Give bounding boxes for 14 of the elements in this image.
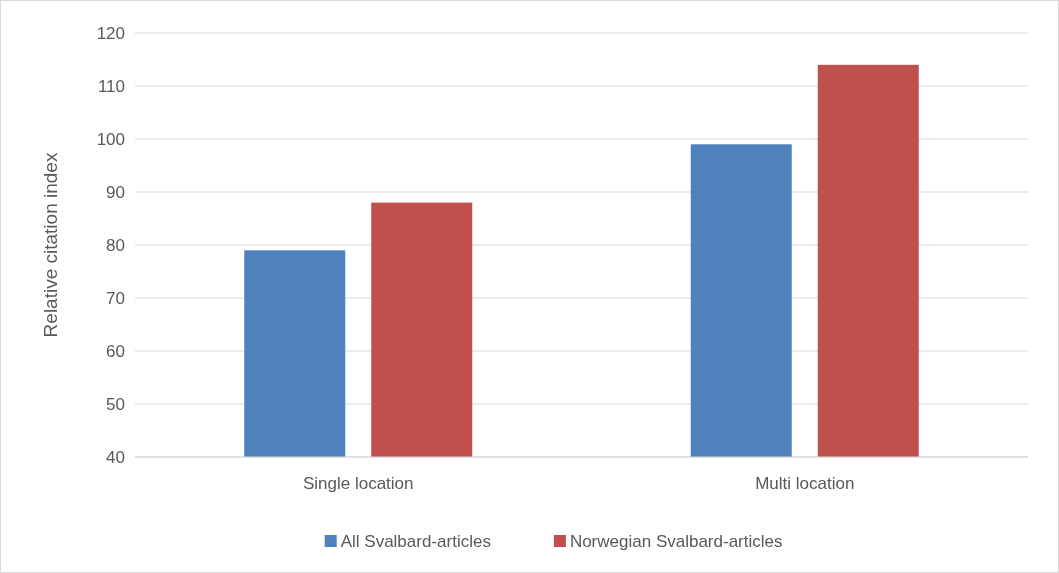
y-tick-label: 100: [96, 129, 125, 149]
legend-label: All Svalbard-articles: [340, 531, 491, 551]
x-tick-label: Multi location: [755, 474, 855, 493]
y-tick-label: 40: [106, 447, 125, 467]
y-axis-title: Relative citation index: [40, 152, 61, 338]
legend-label: Norwegian Svalbard-articles: [569, 531, 783, 551]
y-tick-label: 60: [106, 341, 125, 361]
y-tick-label: 50: [106, 394, 125, 414]
y-tick-label: 90: [106, 182, 125, 202]
y-tick-label: 120: [96, 23, 125, 43]
y-tick-label: 80: [106, 235, 125, 255]
x-tick-label: Single location: [302, 474, 414, 493]
y-tick-label: 70: [106, 288, 125, 308]
y-tick-label: 110: [97, 76, 125, 96]
